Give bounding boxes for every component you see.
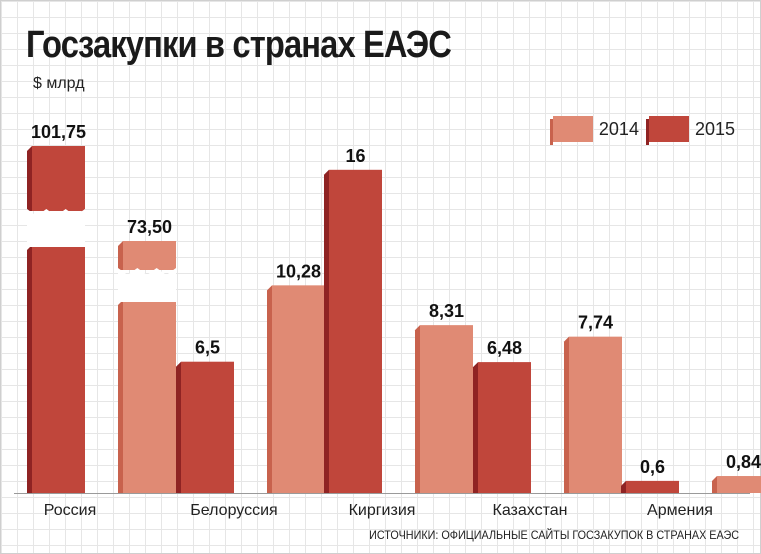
value-label-2015-4: 0,6 <box>640 457 665 477</box>
bar-2014-0-lower-side <box>118 300 123 493</box>
bar-2015-2 <box>329 169 382 494</box>
bar-2014-0-break <box>118 268 176 302</box>
bar-2014-3-side <box>564 336 569 493</box>
bar-2015-0-lower <box>32 245 85 493</box>
chart-title: Госзакупки в странах ЕАЭС <box>26 24 452 66</box>
legend-swatch-2015 <box>645 116 689 145</box>
value-label-2014-2: 8,31 <box>429 301 464 321</box>
bar-2014-0-upper <box>123 241 176 270</box>
bar-2014-2-side <box>415 325 420 493</box>
source-note: ИСТОЧНИКИ: ОФИЦИАЛЬНЫЕ САЙТЫ ГОСЗАКУПОК … <box>369 528 739 542</box>
bar-2014-4 <box>717 476 761 493</box>
legend-swatch-2014 <box>549 116 593 145</box>
bar-2015-0-break <box>27 209 85 247</box>
value-label-2014-4: 0,84 <box>726 452 761 472</box>
category-label-3: Казахстан <box>493 502 568 519</box>
category-label-1: Белоруссия <box>190 502 277 519</box>
bar-2015-4 <box>626 480 679 493</box>
category-label-4: Армения <box>647 502 713 519</box>
bar-2014-2 <box>420 325 473 493</box>
legend-item-2014: 2014 <box>549 116 639 145</box>
bar-2015-1-side <box>176 361 181 493</box>
bar-2015-1 <box>181 361 234 493</box>
legend-label-2015: 2015 <box>694 118 735 139</box>
legend: 2014 2015 <box>549 116 735 145</box>
legend-label-2014: 2014 <box>598 118 639 139</box>
bar-2014-1-side <box>267 285 272 493</box>
bar-2014-3 <box>569 336 622 493</box>
value-label-2014-0: 73,50 <box>127 217 172 237</box>
category-label-2: Киргизия <box>349 502 416 519</box>
bar-2014-4-side <box>712 476 717 493</box>
category-label-0: Россия <box>44 502 96 519</box>
value-label-2014-3: 7,74 <box>578 313 613 333</box>
unit-label: $ млрд <box>33 75 85 92</box>
bar-2015-0-lower-side <box>27 245 32 493</box>
value-label-2015-1: 6,5 <box>195 338 220 358</box>
bar-2015-2-side <box>324 169 329 494</box>
value-label-2015-0: 101,75 <box>31 122 86 142</box>
bar-2014-1 <box>272 285 325 493</box>
value-label-2015-3: 6,48 <box>487 338 522 358</box>
bar-2014-0-lower <box>123 300 176 493</box>
bar-2015-3-side <box>473 362 478 493</box>
bar-2014-0-upper-side <box>118 241 123 270</box>
bar-2015-4-side <box>621 480 626 493</box>
bar-2015-0-upper-side <box>27 146 32 211</box>
legend-item-2015: 2015 <box>645 116 735 145</box>
bar-2015-3 <box>478 362 531 493</box>
value-label-2014-1: 10,28 <box>276 261 321 281</box>
bar-2015-0-upper <box>32 146 85 211</box>
value-label-2015-2: 16 <box>345 146 365 166</box>
